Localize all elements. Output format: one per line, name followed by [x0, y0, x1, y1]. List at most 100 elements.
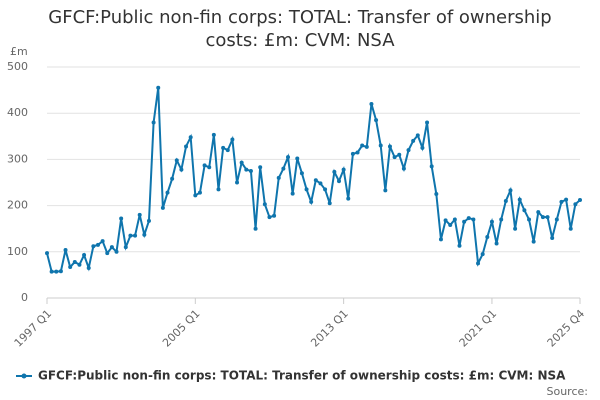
data-point: [239, 160, 244, 165]
data-point: [133, 233, 138, 238]
data-point: [369, 101, 374, 106]
data-point: [448, 223, 453, 228]
data-point: [425, 120, 430, 125]
data-point: [68, 265, 73, 270]
data-point: [568, 226, 573, 231]
data-point: [221, 145, 226, 150]
data-point: [401, 166, 406, 171]
data-point: [230, 137, 235, 142]
data-point: [531, 239, 536, 244]
data-point: [123, 245, 128, 250]
data-point: [207, 165, 212, 170]
data-point: [411, 138, 416, 143]
data-point: [499, 217, 504, 222]
data-point: [77, 262, 82, 267]
data-point: [508, 188, 513, 193]
data-point: [91, 244, 96, 249]
data-point: [82, 253, 87, 258]
legend-marker: [21, 373, 27, 379]
data-point: [286, 155, 291, 160]
data-point: [517, 197, 522, 202]
data-point: [485, 235, 490, 240]
data-point: [165, 190, 170, 195]
data-point: [564, 197, 569, 202]
data-point: [318, 181, 323, 186]
data-point: [476, 261, 481, 266]
data-point: [383, 188, 388, 193]
data-point: [160, 205, 165, 210]
y-tick-label: 300: [7, 152, 28, 165]
data-point: [554, 217, 559, 222]
data-point: [527, 217, 532, 222]
data-point: [536, 210, 541, 215]
data-point: [281, 166, 286, 171]
data-point: [480, 252, 485, 257]
data-point: [304, 187, 309, 192]
data-point: [45, 251, 49, 256]
data-point: [276, 175, 281, 180]
data-point: [406, 148, 411, 153]
data-point: [54, 269, 59, 274]
y-axis-label: £m: [10, 45, 28, 58]
data-point: [258, 165, 263, 170]
data-point: [313, 178, 318, 183]
data-point: [272, 213, 277, 218]
data-point: [471, 217, 476, 222]
data-point: [109, 245, 114, 250]
data-point: [513, 226, 518, 231]
data-point: [119, 216, 124, 221]
data-point: [494, 241, 499, 246]
data-point: [202, 163, 207, 168]
data-point: [323, 187, 328, 192]
data-point: [355, 150, 360, 155]
data-point: [262, 202, 267, 207]
data-point: [443, 218, 448, 223]
data-point: [105, 251, 110, 256]
data-point: [244, 167, 249, 172]
data-point: [545, 215, 550, 220]
data-point: [184, 144, 189, 149]
data-point: [58, 269, 63, 274]
data-point: [336, 179, 341, 184]
data-point: [346, 196, 351, 201]
data-point: [438, 237, 443, 242]
y-tick-label: 400: [7, 106, 28, 119]
data-point: [578, 198, 582, 203]
data-point: [86, 265, 91, 270]
data-point: [253, 226, 258, 231]
data-point: [374, 118, 379, 123]
data-point: [392, 155, 397, 160]
data-point: [434, 192, 439, 197]
data-point: [420, 145, 425, 150]
source: Source:: [547, 385, 589, 398]
x-tick-label: 2021 Q1: [457, 307, 500, 350]
data-point: [378, 143, 383, 148]
data-point: [267, 215, 272, 220]
legend-text: GFCF:Public non-fin corps: TOTAL: Transf…: [38, 369, 566, 383]
data-point: [225, 148, 230, 153]
data-point: [550, 235, 555, 240]
data-point: [72, 259, 77, 264]
data-point: [573, 202, 578, 207]
data-point: [559, 199, 564, 204]
data-point: [397, 152, 402, 157]
data-point: [142, 232, 147, 237]
data-point: [235, 180, 240, 185]
data-point: [341, 167, 346, 172]
data-point: [327, 201, 332, 206]
x-tick-label: 1997 Q1: [12, 307, 55, 350]
data-point: [174, 158, 179, 163]
data-point: [489, 219, 494, 224]
data-point: [211, 132, 216, 137]
data-point: [332, 169, 337, 174]
data-point: [466, 216, 471, 221]
data-point: [364, 144, 369, 149]
data-point: [452, 217, 457, 222]
data-point: [299, 171, 304, 176]
data-point: [522, 208, 527, 213]
data-point: [540, 215, 545, 220]
data-point: [290, 191, 295, 196]
data-point: [503, 198, 508, 203]
data-point: [387, 144, 392, 149]
